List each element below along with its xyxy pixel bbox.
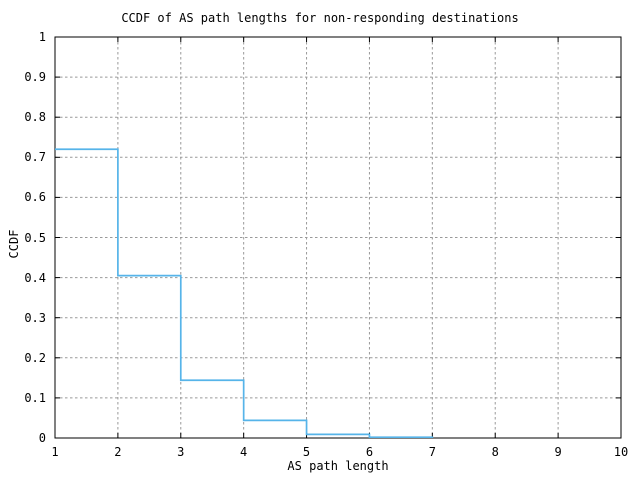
- y-tick-label: 0.7: [24, 150, 46, 165]
- chart-title: CCDF of AS path lengths for non-respondi…: [121, 11, 519, 25]
- x-tick-label: 10: [613, 445, 629, 459]
- y-tick-label: 0.2: [24, 350, 46, 365]
- y-tick-label: 0.6: [24, 190, 46, 205]
- x-axis-label: AS path length: [287, 459, 389, 473]
- y-tick-label: 0.5: [24, 230, 46, 245]
- x-tick-label: 8: [491, 445, 499, 459]
- x-tick-label: 2: [114, 445, 122, 459]
- x-tick-label: 5: [302, 445, 311, 459]
- x-tick-label: 3: [177, 445, 185, 459]
- y-tick-label: 1: [38, 30, 46, 44]
- y-tick-label: 0.8: [24, 110, 46, 125]
- x-tick-label: 9: [554, 445, 562, 459]
- x-tick-label: 1: [51, 445, 59, 459]
- y-tick-label: 0.3: [24, 310, 46, 325]
- y-tick-label: 0.4: [24, 270, 46, 285]
- x-tick-label: 6: [365, 445, 374, 459]
- x-tick-label: 4: [240, 445, 248, 459]
- y-tick-label: 0.1: [24, 390, 46, 405]
- x-tick-label: 7: [428, 445, 436, 459]
- ccdf-step-line: [55, 148, 434, 439]
- y-tick-label: 0: [38, 431, 46, 445]
- y-tick-label: 0.9: [24, 70, 46, 85]
